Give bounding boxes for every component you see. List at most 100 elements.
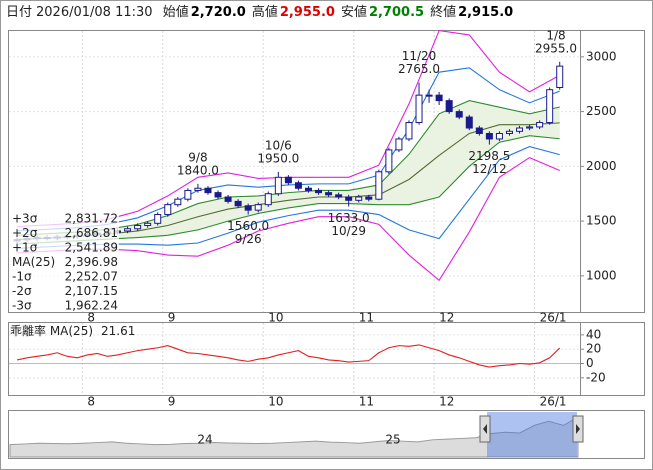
y-tick-label: 40 [586,327,601,341]
candle-body [495,132,503,140]
legend-name: MA(25) [12,255,55,269]
candle-body [395,138,403,151]
candle-body [144,222,152,226]
band-fill [17,100,560,245]
deviation-title: 乖離率 MA(25) 21.61 [10,323,135,338]
candle-body [294,182,302,189]
x-tick-label: 26/1 [540,311,567,325]
candle-body [274,176,282,195]
candle-body [546,89,554,124]
candle-body [475,127,483,134]
candle-body [415,94,423,124]
y-tick-label: 2500 [586,104,617,118]
candle-body [536,122,544,128]
annotation-value: 2955.0 [535,41,577,55]
candle-body [516,127,524,132]
legend-value: 2,252.07 [65,270,118,284]
candle-body [254,204,262,211]
candle-body [465,116,473,129]
annotation-date: 10/6 [265,138,292,152]
x-tick-label: 11 [359,311,374,325]
candle-body [355,196,363,201]
candle-body [345,196,353,201]
navigator-label: 24 [197,433,212,447]
field-name: 安値 [341,4,367,20]
x-tick-label: 8 [87,311,95,325]
candle-body [405,122,413,140]
legend-value: 1,962.24 [65,299,118,313]
legend-name: -2σ [12,284,32,298]
annotation-value: 2765.0 [398,62,440,76]
candle-body [244,205,252,211]
deviation-name: 乖離率 MA(25) [10,323,93,338]
field-name: 始値 [163,4,189,20]
datetime: 2026/01/08 11:30 [36,5,153,20]
deviation-line [16,344,561,368]
navigator-selection[interactable] [487,412,577,457]
candle-body [194,187,202,191]
candle-body [224,196,232,202]
legend-name: -3σ [12,299,32,313]
candle-body [134,224,142,230]
legend-name: +1σ [12,241,38,255]
y-tick-label: 20 [586,342,601,356]
candle-body [455,111,463,118]
annotation-date: 12/12 [472,162,507,176]
field-value: 2,955.0 [280,5,335,20]
x-tick-label: 9 [168,311,176,325]
legend-name: +3σ [12,212,38,226]
legend-value: 2,541.89 [65,241,118,255]
annotation-date: 10/29 [331,224,366,238]
annotation-value: 1840.0 [177,163,219,177]
candle-body [214,192,222,198]
candle-body [445,100,453,113]
candle-body [164,204,172,216]
legend-value: 2,686.81 [65,226,118,240]
x-tick-label: 10 [268,311,283,325]
candle-body [184,189,192,200]
candle-body [505,130,513,134]
navigator-area [9,416,579,458]
candle-body [234,200,242,207]
x-tick-label: 11 [359,395,374,409]
candle-body [304,187,312,191]
annotation-date: 1/8 [546,28,565,42]
candle-body [365,196,373,200]
annotation-value: 1950.0 [257,151,299,165]
candle-body [556,65,564,88]
field-name: 高値 [252,4,278,20]
candle-body [124,228,132,232]
x-tick-label: 26/1 [540,395,567,409]
annotation-value: 2198.5 [468,149,510,163]
x-tick-label: 9 [168,395,176,409]
x-tick-label: 10 [268,395,283,409]
candle-body [204,187,212,194]
legend-name: +2σ [12,226,38,240]
annotation-value: 1633.0 [328,211,370,225]
candle-body [435,94,443,102]
candle-body [335,194,343,198]
y-tick-label: 1500 [586,214,617,228]
handle-arrow [483,424,487,434]
date-label: 日付 [6,5,32,20]
candle-body [264,193,272,206]
deviation-last: 21.61 [101,324,135,338]
y-tick-label: 1000 [586,268,617,282]
candle-body [375,171,383,200]
candle-body [325,192,333,196]
x-tick-label: 8 [87,395,95,409]
candle-body [174,198,182,206]
navigator-label: 25 [385,433,400,447]
field-name: 終値 [430,4,456,20]
legend-value: 2,831.72 [65,212,118,226]
y-tick-label: -20 [586,370,606,384]
x-tick-label: 12 [439,311,454,325]
annotation-date: 11/20 [402,49,437,63]
y-tick-label: 0 [586,356,594,370]
candle-body [526,126,534,129]
legend-value: 2,396.98 [65,255,118,269]
legend-value: 2,107.15 [65,284,118,298]
y-tick-label: 2000 [586,159,617,173]
candle-body [284,176,292,184]
